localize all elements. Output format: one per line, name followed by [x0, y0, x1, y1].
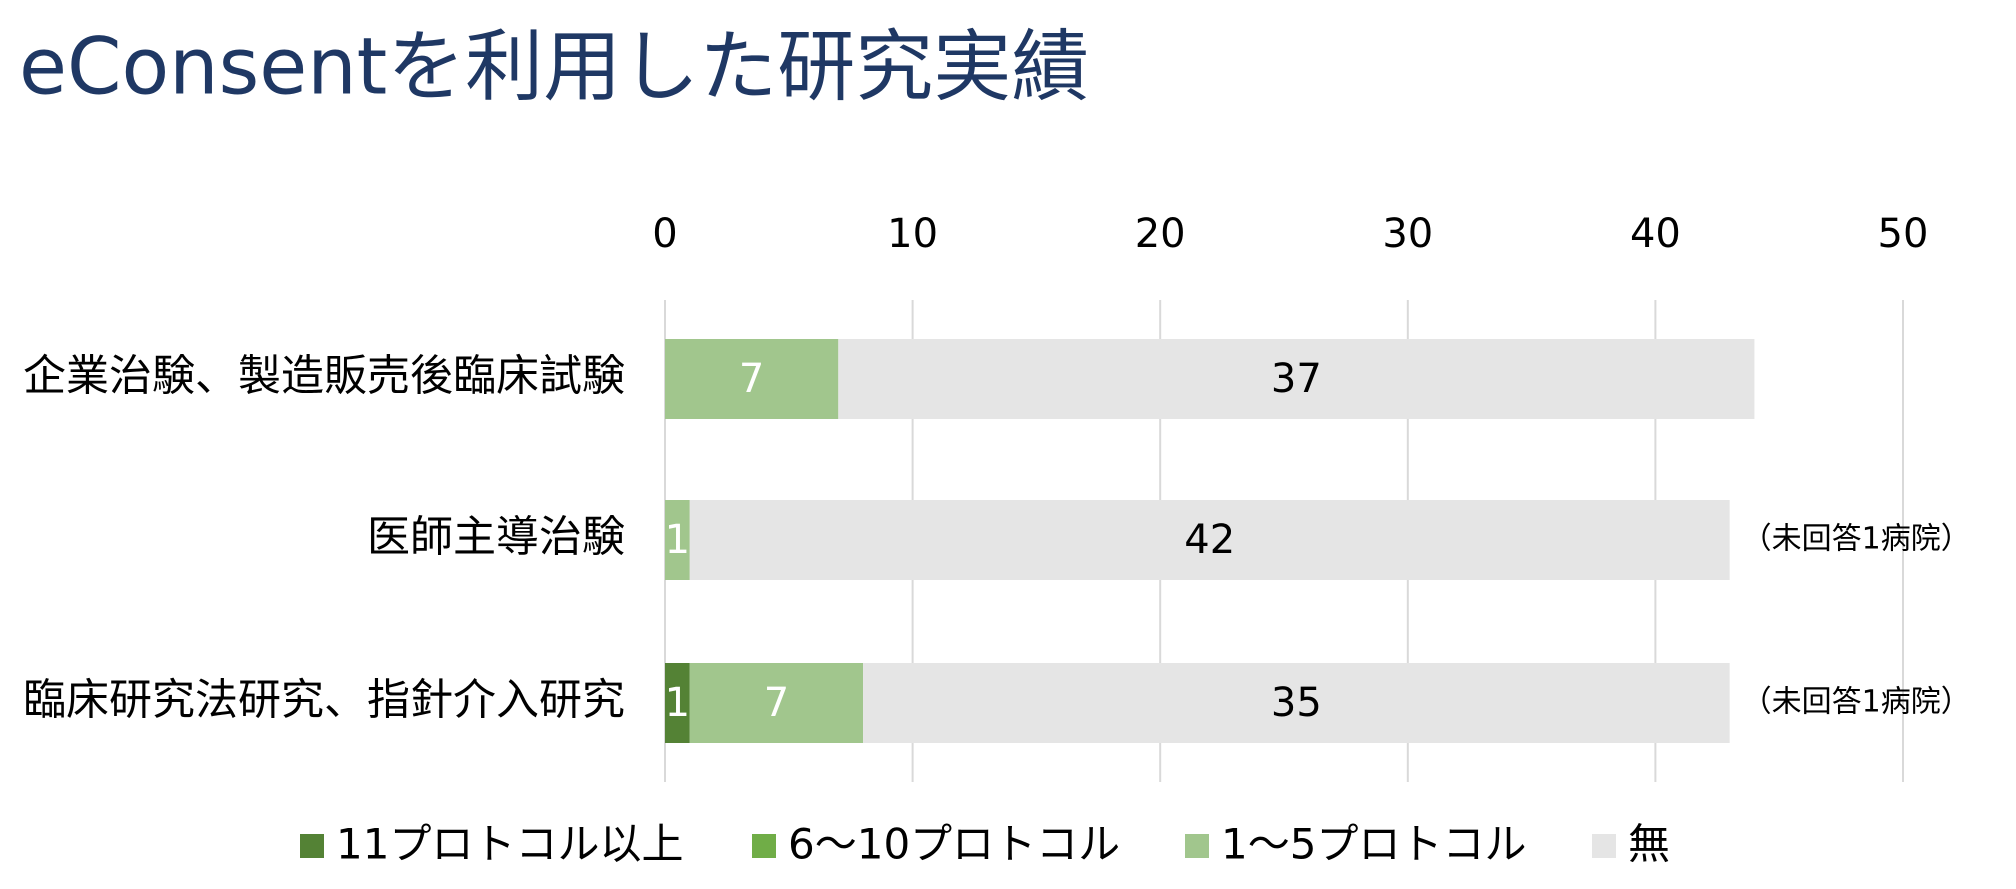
legend-swatch	[300, 834, 324, 858]
x-tick-label: 10	[887, 211, 938, 257]
legend-label: 無	[1628, 820, 1670, 869]
category-label: 企業治験、製造販売後臨床試験	[23, 352, 625, 402]
legend-swatch	[752, 834, 776, 858]
legend-label: 1〜5プロトコル	[1221, 820, 1526, 869]
legend-label: 11プロトコル以上	[336, 820, 683, 869]
category-label: 医師主導治験	[367, 513, 625, 563]
bar-segment	[689, 500, 1730, 580]
bar-segment	[665, 663, 690, 743]
chart-title: eConsentを利用した研究実績	[19, 22, 1089, 112]
category-label: 臨床研究法研究、指針介入研究	[23, 676, 625, 726]
bar-segment	[689, 663, 864, 743]
x-tick-label: 20	[1135, 211, 1186, 257]
data-label: 7	[739, 356, 764, 402]
bar-segment	[665, 500, 690, 580]
bar-segment	[863, 663, 1730, 743]
data-label: 37	[1271, 356, 1322, 402]
legend-swatch	[1592, 834, 1616, 858]
bar-segment	[838, 339, 1755, 419]
x-tick-label: 40	[1630, 211, 1681, 257]
x-tick-label: 0	[652, 211, 677, 257]
x-tick-label: 50	[1878, 211, 1929, 257]
x-tick-label: 30	[1382, 211, 1433, 257]
data-label: 1	[665, 517, 690, 563]
legend-swatch	[1185, 834, 1209, 858]
row-note: （未回答1病院）	[1742, 685, 1971, 720]
data-label: 35	[1271, 680, 1322, 726]
row-note: （未回答1病院）	[1742, 522, 1971, 557]
bar-segment	[665, 339, 839, 419]
data-label: 1	[665, 680, 690, 726]
legend-label: 6〜10プロトコル	[788, 820, 1120, 869]
data-label: 7	[764, 680, 789, 726]
data-label: 42	[1184, 517, 1235, 563]
